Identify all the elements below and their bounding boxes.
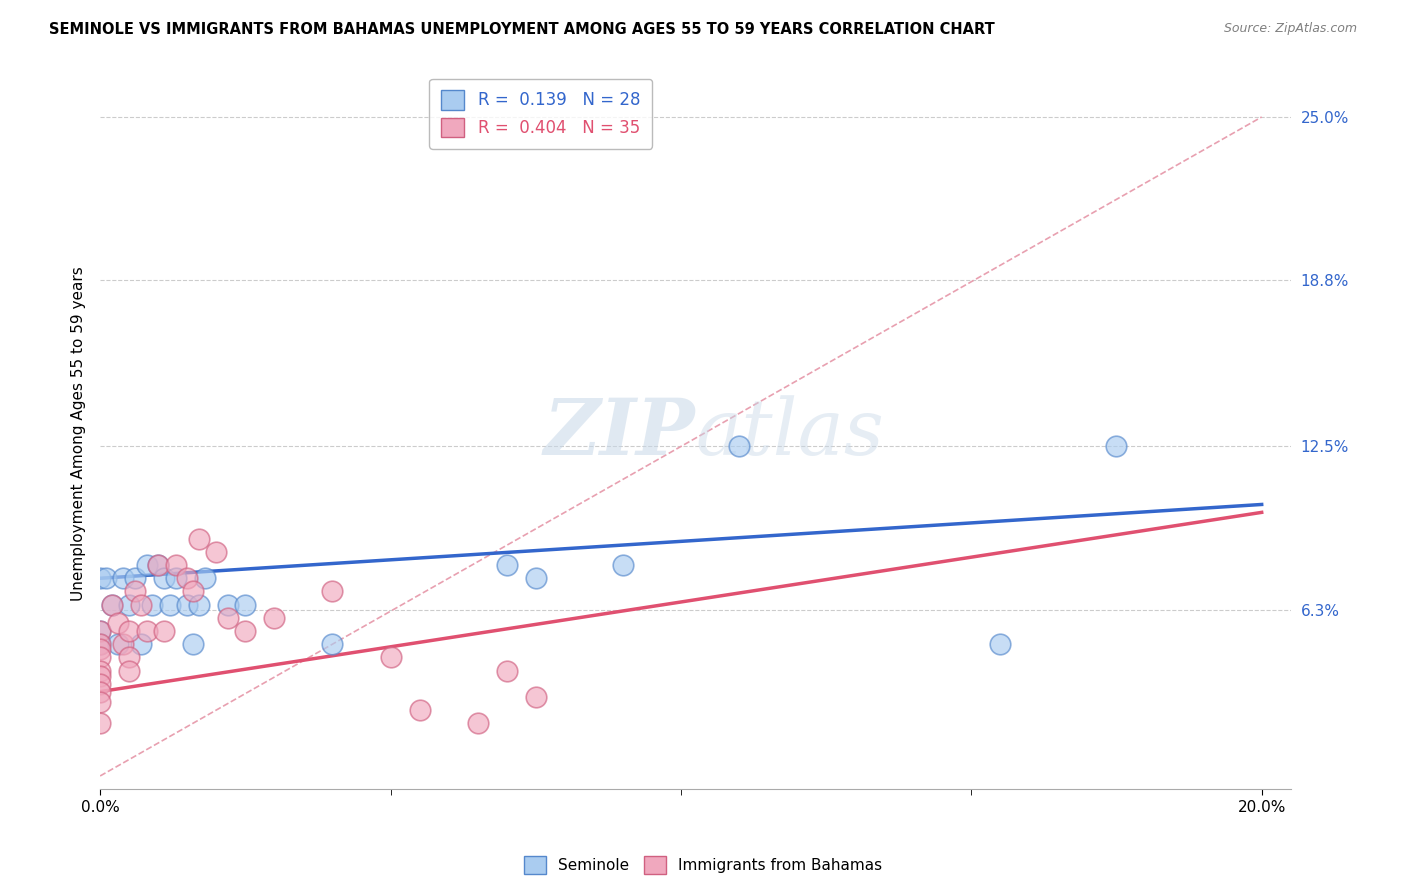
Point	[495, 558, 517, 573]
Point	[524, 571, 547, 585]
Point	[89, 571, 111, 585]
Point	[728, 440, 751, 454]
Point	[107, 637, 129, 651]
Point	[495, 664, 517, 678]
Text: ZIP: ZIP	[544, 395, 696, 472]
Point	[89, 624, 111, 638]
Point	[380, 650, 402, 665]
Point	[612, 558, 634, 573]
Point	[181, 584, 204, 599]
Point	[107, 616, 129, 631]
Point	[205, 545, 228, 559]
Point	[321, 637, 343, 651]
Point	[217, 598, 239, 612]
Point	[100, 598, 122, 612]
Point	[524, 690, 547, 704]
Text: SEMINOLE VS IMMIGRANTS FROM BAHAMAS UNEMPLOYMENT AMONG AGES 55 TO 59 YEARS CORRE: SEMINOLE VS IMMIGRANTS FROM BAHAMAS UNEM…	[49, 22, 995, 37]
Point	[263, 611, 285, 625]
Point	[112, 637, 135, 651]
Point	[89, 676, 111, 690]
Point	[165, 558, 187, 573]
Point	[187, 532, 209, 546]
Point	[124, 584, 146, 599]
Point	[135, 624, 157, 638]
Point	[988, 637, 1011, 651]
Point	[124, 571, 146, 585]
Point	[89, 637, 111, 651]
Point	[1105, 440, 1128, 454]
Point	[100, 598, 122, 612]
Point	[135, 558, 157, 573]
Point	[153, 571, 176, 585]
Point	[89, 650, 111, 665]
Point	[89, 624, 111, 638]
Point	[408, 703, 430, 717]
Y-axis label: Unemployment Among Ages 55 to 59 years: Unemployment Among Ages 55 to 59 years	[72, 266, 86, 600]
Point	[89, 664, 111, 678]
Point	[467, 716, 489, 731]
Legend: R =  0.139   N = 28, R =  0.404   N = 35: R = 0.139 N = 28, R = 0.404 N = 35	[429, 78, 652, 149]
Point	[141, 598, 163, 612]
Text: Source: ZipAtlas.com: Source: ZipAtlas.com	[1223, 22, 1357, 36]
Point	[89, 637, 111, 651]
Point	[194, 571, 217, 585]
Point	[153, 624, 176, 638]
Point	[89, 642, 111, 657]
Point	[89, 684, 111, 698]
Point	[187, 598, 209, 612]
Point	[129, 598, 152, 612]
Text: atlas: atlas	[696, 395, 884, 472]
Point	[118, 650, 141, 665]
Point	[233, 598, 256, 612]
Point	[89, 716, 111, 731]
Point	[321, 584, 343, 599]
Point	[159, 598, 181, 612]
Point	[176, 571, 198, 585]
Point	[118, 664, 141, 678]
Point	[181, 637, 204, 651]
Point	[112, 571, 135, 585]
Point	[118, 598, 141, 612]
Point	[118, 624, 141, 638]
Point	[165, 571, 187, 585]
Point	[94, 571, 117, 585]
Point	[89, 695, 111, 709]
Legend: Seminole, Immigrants from Bahamas: Seminole, Immigrants from Bahamas	[517, 850, 889, 880]
Point	[89, 669, 111, 683]
Point	[217, 611, 239, 625]
Point	[148, 558, 170, 573]
Point	[233, 624, 256, 638]
Point	[148, 558, 170, 573]
Point	[176, 598, 198, 612]
Point	[129, 637, 152, 651]
